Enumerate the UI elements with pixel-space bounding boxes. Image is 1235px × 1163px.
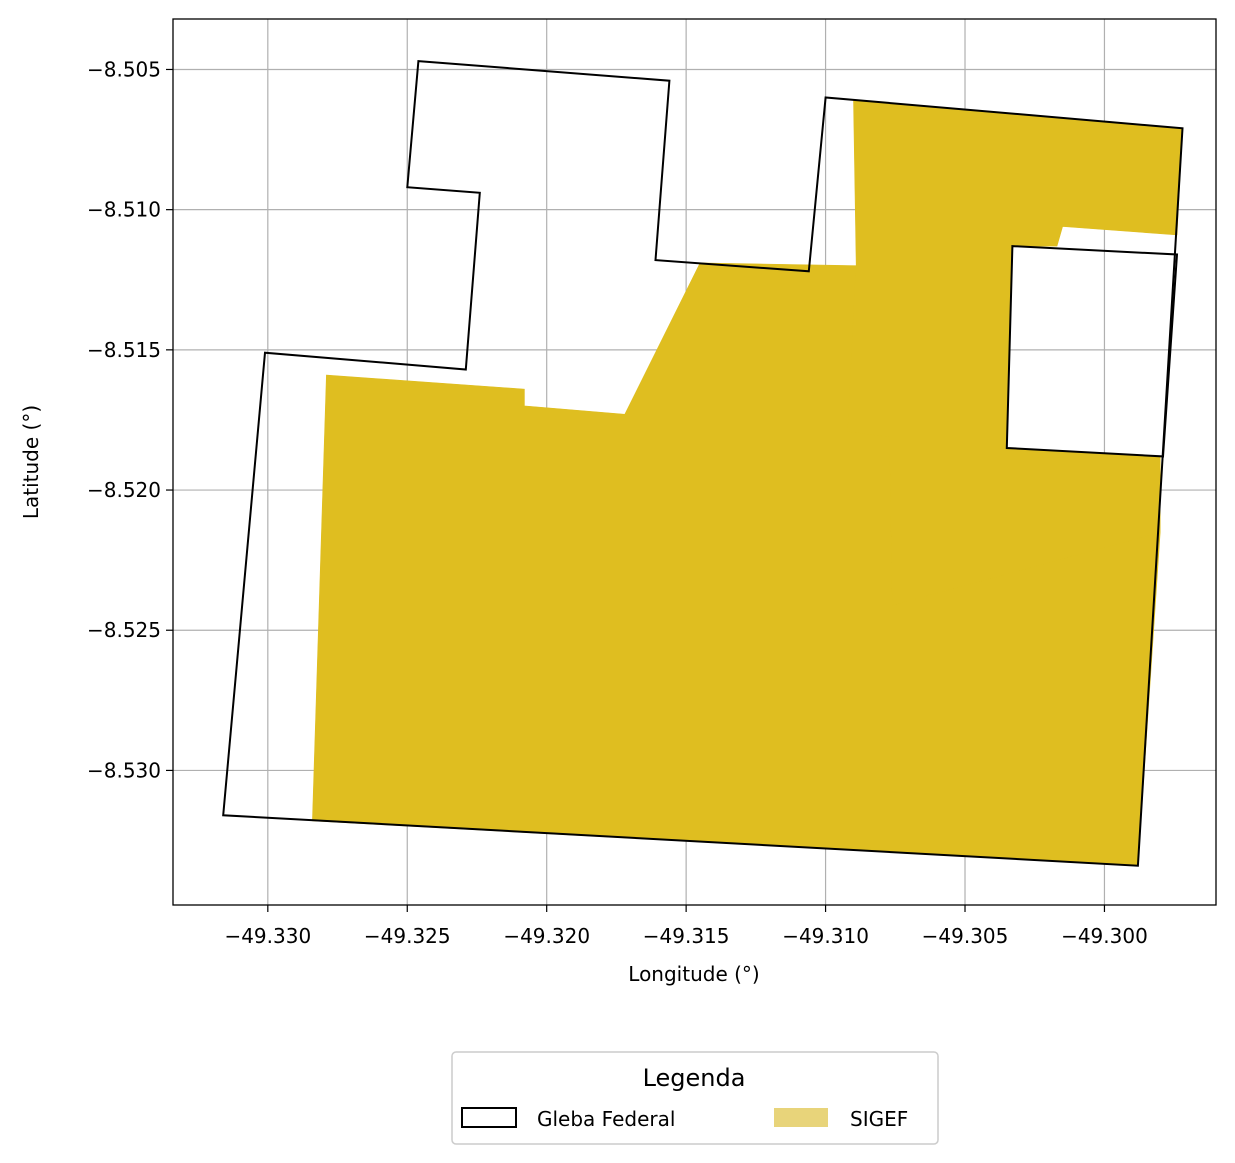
y-tick-label-0: −8.505: [87, 57, 161, 81]
y-tick-label-3: −8.520: [87, 478, 161, 502]
y-tick-label-2: −8.515: [87, 338, 161, 362]
y-tick-label-1: −8.510: [87, 198, 161, 222]
x-tick-label-2: −49.320: [503, 924, 590, 948]
x-tick-label-3: −49.315: [643, 924, 730, 948]
x-tick-label-0: −49.330: [224, 924, 311, 948]
y-tick-label-4: −8.525: [87, 618, 161, 642]
x-tick-label-6: −49.300: [1061, 924, 1148, 948]
legend-swatch-sigef: [774, 1108, 828, 1127]
x-axis-label: Longitude (°): [628, 962, 759, 986]
legend-label-sigef: SIGEF: [850, 1107, 908, 1131]
x-tick-label-5: −49.305: [922, 924, 1009, 948]
y-axis-label: Latitude (°): [19, 405, 43, 519]
legend-title: Legenda: [643, 1064, 746, 1092]
legend: Legenda Gleba Federal SIGEF: [452, 1052, 938, 1144]
legend-label-gleba-federal: Gleba Federal: [537, 1107, 675, 1131]
x-tick-label-4: −49.310: [782, 924, 869, 948]
y-tick-label-5: −8.530: [87, 758, 161, 782]
x-tick-label-1: −49.325: [364, 924, 451, 948]
